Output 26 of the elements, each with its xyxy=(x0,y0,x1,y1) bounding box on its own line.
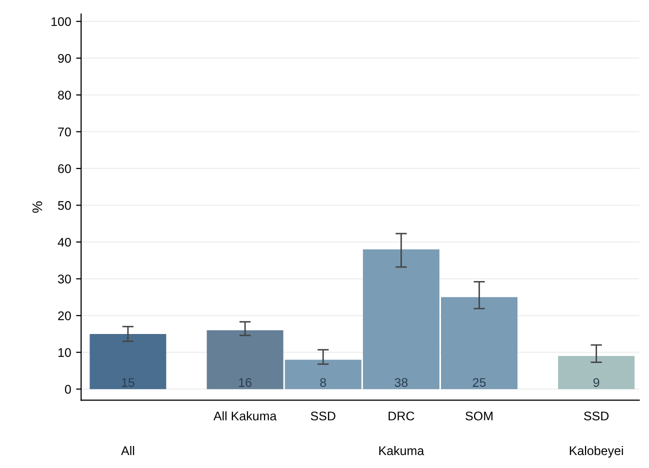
x-tick-label: DRC xyxy=(388,412,414,420)
x-tick-label: SSD xyxy=(310,412,336,420)
y-tick-label: 90 xyxy=(58,54,71,63)
y-tick-label: 0 xyxy=(64,384,71,394)
y-tick-label: 30 xyxy=(58,274,71,284)
x-tick-label: All Kakuma xyxy=(213,411,277,420)
y-tick-label: 40 xyxy=(58,238,71,247)
data-label: 15 xyxy=(122,378,134,387)
y-tick-label: 10 xyxy=(58,348,71,357)
y-axis-title: % xyxy=(32,201,42,213)
data-label: 9 xyxy=(593,378,600,387)
data-label: 38 xyxy=(394,378,408,387)
text: All xyxy=(121,446,134,456)
y-tick-label: 20 xyxy=(58,311,71,320)
text: Kalobeyei xyxy=(570,446,623,458)
y-tick-label: 80 xyxy=(58,90,71,100)
y-tick-label: 50 xyxy=(58,201,71,210)
y-tick-label: 70 xyxy=(58,128,71,136)
data-label: 25 xyxy=(472,378,486,387)
data-label: 8 xyxy=(320,378,326,387)
x-tick-label: SOM xyxy=(466,412,492,420)
y-tick-label: 60 xyxy=(58,164,71,174)
x-tick-label: SSD xyxy=(584,412,609,420)
data-label: 16 xyxy=(239,378,252,387)
text: Kakuma xyxy=(379,446,424,456)
y-tick-label: 100 xyxy=(52,17,71,26)
